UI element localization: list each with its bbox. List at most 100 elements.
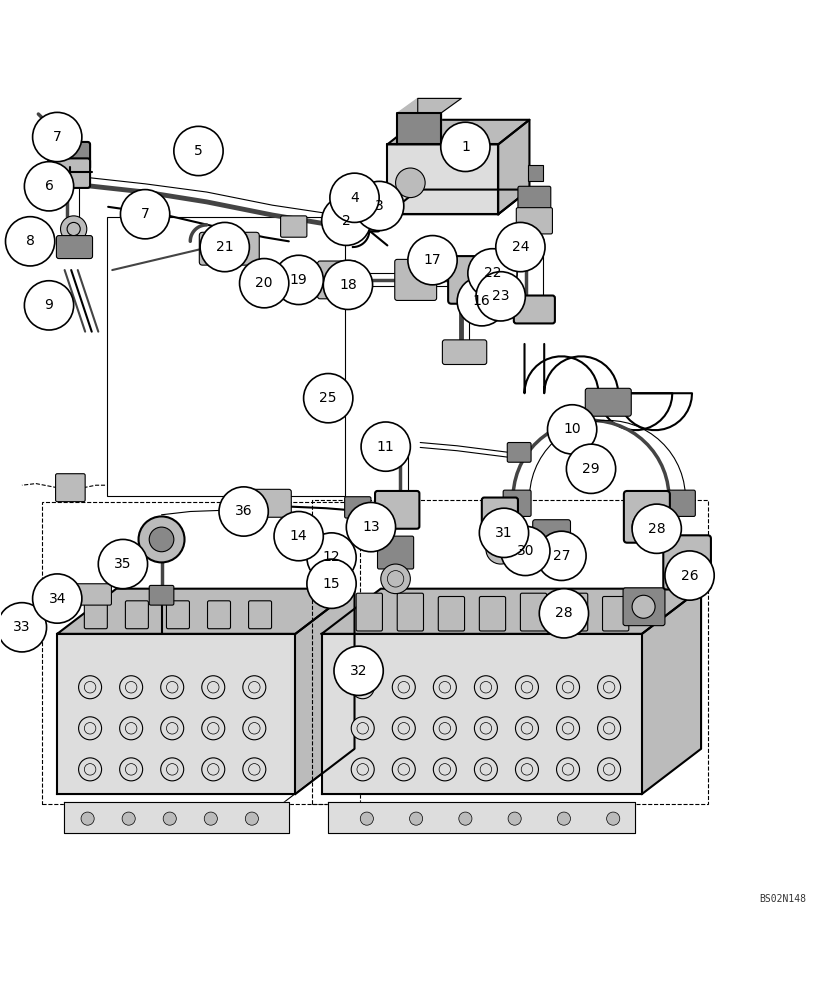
Polygon shape [642,589,701,794]
Circle shape [346,502,396,552]
Polygon shape [397,113,441,144]
FancyBboxPatch shape [356,593,382,631]
Circle shape [138,516,185,562]
Circle shape [163,812,176,825]
FancyBboxPatch shape [208,601,231,629]
FancyBboxPatch shape [344,497,371,518]
Circle shape [535,544,548,557]
Circle shape [433,758,456,781]
FancyBboxPatch shape [667,490,695,516]
Circle shape [321,196,371,245]
Text: 16: 16 [473,294,490,308]
Circle shape [323,260,372,309]
FancyBboxPatch shape [585,388,631,416]
Polygon shape [57,589,354,634]
FancyBboxPatch shape [448,256,498,304]
Text: 4: 4 [350,191,359,205]
FancyBboxPatch shape [442,340,487,364]
Circle shape [200,222,250,272]
FancyBboxPatch shape [10,613,38,635]
Text: 20: 20 [255,276,273,290]
Circle shape [556,758,579,781]
FancyBboxPatch shape [233,489,291,517]
FancyBboxPatch shape [518,186,550,209]
Text: 28: 28 [648,522,666,536]
FancyBboxPatch shape [514,296,555,323]
Text: 8: 8 [26,234,35,248]
Circle shape [161,717,184,740]
Circle shape [392,676,415,699]
FancyBboxPatch shape [344,202,380,231]
Circle shape [25,281,73,330]
Text: 11: 11 [377,440,395,454]
Polygon shape [63,802,289,833]
Circle shape [274,511,323,561]
Polygon shape [295,589,354,794]
Circle shape [536,531,586,580]
Circle shape [566,444,616,493]
Circle shape [81,812,94,825]
Text: 10: 10 [564,422,581,436]
Circle shape [496,222,545,272]
Polygon shape [397,98,461,113]
Circle shape [410,812,423,825]
FancyBboxPatch shape [397,593,424,631]
Bar [106,217,344,496]
Circle shape [243,676,266,699]
Circle shape [354,181,404,231]
FancyBboxPatch shape [482,498,518,537]
Circle shape [351,717,374,740]
FancyBboxPatch shape [508,443,531,462]
FancyBboxPatch shape [623,588,665,626]
Polygon shape [387,144,499,214]
Circle shape [556,676,579,699]
Circle shape [475,676,498,699]
Bar [311,500,708,804]
Text: 17: 17 [424,253,442,267]
FancyBboxPatch shape [480,596,506,631]
Circle shape [202,717,225,740]
Text: 26: 26 [681,569,699,583]
Circle shape [60,216,87,242]
Circle shape [441,122,490,172]
Circle shape [303,374,353,423]
FancyBboxPatch shape [503,490,531,516]
Polygon shape [321,634,642,794]
Circle shape [501,526,550,576]
FancyBboxPatch shape [55,474,85,502]
Text: 32: 32 [350,664,368,678]
Text: 27: 27 [553,549,570,563]
Text: 19: 19 [290,273,307,287]
Circle shape [307,559,356,608]
Circle shape [334,646,383,695]
Circle shape [486,534,516,564]
FancyBboxPatch shape [249,601,272,629]
Circle shape [476,272,526,321]
Text: 3: 3 [375,199,383,213]
FancyBboxPatch shape [395,259,437,300]
FancyBboxPatch shape [59,584,111,605]
Circle shape [475,758,498,781]
Text: 7: 7 [141,207,149,221]
Circle shape [219,487,269,536]
Circle shape [516,676,538,699]
Circle shape [547,405,597,454]
FancyBboxPatch shape [281,216,307,237]
Text: 31: 31 [495,526,513,540]
Circle shape [475,717,498,740]
Text: 30: 30 [517,544,534,558]
FancyBboxPatch shape [375,491,419,529]
Circle shape [243,717,266,740]
Circle shape [174,126,223,176]
Polygon shape [387,120,530,144]
Circle shape [632,504,681,553]
Circle shape [202,676,225,699]
Circle shape [122,812,135,825]
Circle shape [597,717,620,740]
Text: 14: 14 [290,529,307,543]
Text: 7: 7 [53,130,62,144]
Bar [43,502,360,804]
FancyBboxPatch shape [166,601,190,629]
Circle shape [119,676,143,699]
Polygon shape [328,802,635,833]
